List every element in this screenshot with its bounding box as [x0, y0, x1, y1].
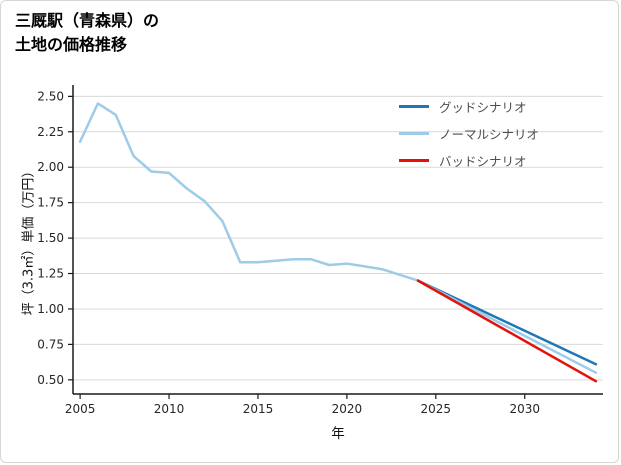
y-tick-label: 1.75 — [37, 196, 64, 210]
chart-title: 三厩駅（青森県）の 土地の価格推移 — [15, 9, 159, 57]
legend-swatch-normal-line — [399, 132, 429, 135]
y-tick-label: 1.00 — [37, 302, 64, 316]
legend-item-good: グッドシナリオ — [399, 93, 539, 120]
x-axis-label: 年 — [331, 426, 345, 442]
y-tick-label: 0.75 — [37, 337, 64, 351]
y-tick-label: 1.25 — [37, 267, 64, 281]
chart-title-line1: 三厩駅（青森県）の — [15, 11, 160, 30]
x-tick-label: 2015 — [243, 402, 274, 416]
legend-swatch-good-line — [399, 105, 429, 108]
y-tick-label: 1.50 — [37, 231, 64, 245]
legend-label-good: グッドシナリオ — [439, 100, 527, 115]
x-tick-label: 2010 — [154, 402, 185, 416]
chart-title-line2: 土地の価格推移 — [15, 35, 128, 54]
y-tick-label: 2.25 — [37, 125, 64, 139]
y-tick-label: 2.50 — [37, 89, 64, 103]
series-line-3 — [78, 102, 420, 282]
series-line-2 — [416, 279, 598, 383]
y-tick-label: 0.50 — [37, 373, 64, 387]
legend-label-normal: ノーマルシナリオ — [439, 127, 540, 142]
y-tick-label: 2.00 — [37, 160, 64, 174]
legend-item-bad: バッドシナリオ — [399, 147, 539, 174]
legend-item-normal: ノーマルシナリオ — [399, 120, 539, 147]
x-tick-label: 2030 — [509, 402, 540, 416]
legend-swatch-bad-line — [399, 159, 429, 162]
series-line-0 — [416, 279, 598, 366]
x-tick-label: 2005 — [65, 402, 96, 416]
legend: グッドシナリオ ノーマルシナリオ バッドシナリオ — [399, 93, 539, 174]
x-tick-label: 2025 — [421, 402, 452, 416]
legend-label-bad: バッドシナリオ — [439, 154, 527, 169]
x-tick-label: 2020 — [332, 402, 363, 416]
y-axis-label: 坪（3.3㎡）単価（万円） — [21, 164, 37, 316]
